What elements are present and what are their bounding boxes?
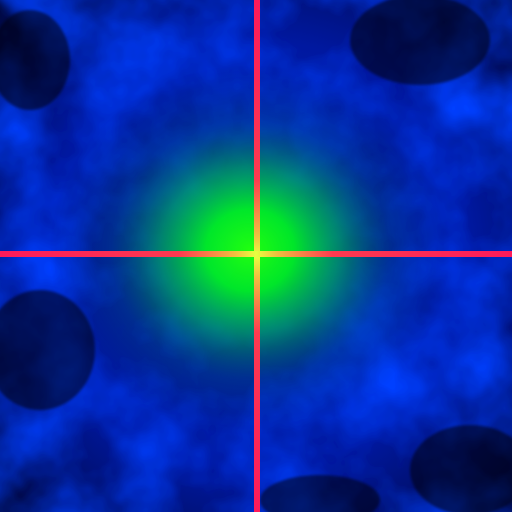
- crosshair-horizontal-line: [0, 251, 512, 257]
- green-glow: [50, 65, 450, 435]
